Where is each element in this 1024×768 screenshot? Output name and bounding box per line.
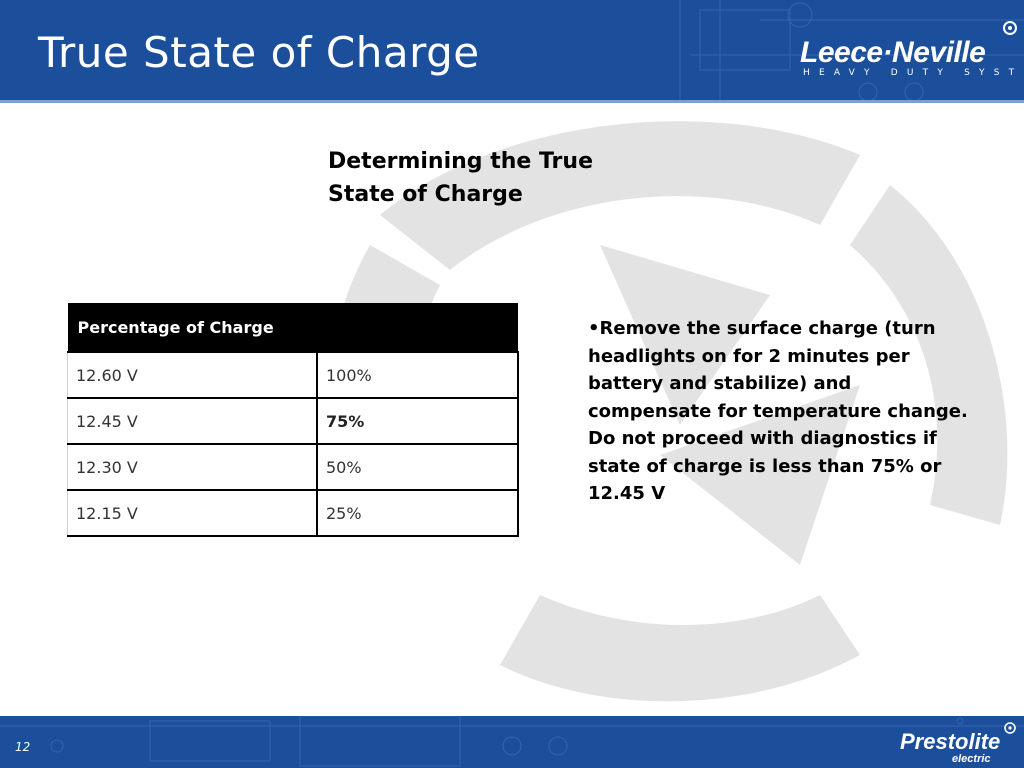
- prestolite-sub-logo: electric: [952, 753, 991, 765]
- voltage-cell: 12.15 V: [67, 489, 318, 537]
- section-heading: Determining the True State of Charge: [328, 149, 593, 207]
- percent-cell: 50%: [316, 443, 519, 491]
- bullet-text: •Remove the surface charge (turn headlig…: [588, 318, 968, 504]
- page-number: 12: [15, 740, 31, 754]
- table-row: 12.60 V 100%: [67, 351, 519, 399]
- voltage-cell: 12.30 V: [67, 443, 318, 491]
- charge-table: Percentage of Charge 12.60 V 100% 12.45 …: [67, 303, 519, 537]
- voltage-cell: 12.45 V: [67, 397, 318, 445]
- header-pattern: [679, 0, 1024, 100]
- slide-title: True State of Charge: [38, 28, 480, 77]
- header-divider: [0, 100, 1024, 103]
- header-band: True State of Charge Leece·Neville HEAVY…: [0, 0, 1024, 100]
- brand-tagline: HEAVY DUTY SYSTEMS: [803, 68, 1024, 78]
- footer-pattern: [0, 716, 1024, 767]
- watermark-logo: [330, 121, 1008, 702]
- table-header: Percentage of Charge: [67, 303, 518, 352]
- gear-icon: [1003, 21, 1017, 35]
- prestolite-logo: Prestolite: [900, 729, 1001, 754]
- percent-cell: 25%: [316, 489, 519, 537]
- footer-band: 12 Prestolite electric: [0, 716, 1024, 768]
- table-row: 12.15 V 25%: [67, 489, 519, 537]
- table-header-row: Percentage of Charge: [67, 303, 518, 352]
- percent-cell: 100%: [316, 351, 519, 399]
- leece-neville-logo: Leece·Neville: [800, 36, 986, 69]
- voltage-cell: 12.60 V: [67, 351, 318, 399]
- table-row: 12.45 V 75%: [67, 397, 519, 445]
- gear-icon: [1004, 722, 1016, 734]
- table-row: 12.30 V 50%: [67, 443, 519, 491]
- percent-cell: 75%: [316, 397, 519, 445]
